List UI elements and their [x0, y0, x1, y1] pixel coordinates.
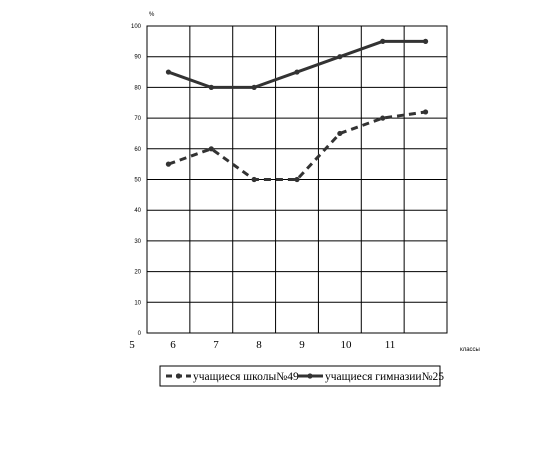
legend: учащиеся школы№49 учащиеся гимназии№25: [159, 365, 444, 387]
series-line: [167, 110, 426, 181]
y-tick-label: 60: [134, 147, 141, 153]
data-point: [208, 84, 214, 90]
x-axis: 5 6 7 8 9 10 11: [129, 339, 395, 351]
y-tick-label: 100: [131, 24, 142, 30]
x-tick-label: 9: [299, 339, 305, 351]
series-layer: [165, 38, 429, 183]
data-point: [422, 109, 429, 115]
legend-label: учащиеся гимназии№25: [325, 371, 444, 383]
y-tick-label: 30: [134, 239, 141, 245]
x-axis-label: классы: [460, 347, 480, 353]
data-point: [337, 130, 343, 137]
data-point: [251, 84, 257, 90]
x-tick-label: 8: [256, 339, 262, 351]
x-tick-label: 5: [129, 339, 135, 351]
y-tick-label: 20: [134, 270, 141, 276]
chart-grid: [146, 25, 448, 334]
y-tick-label: 70: [134, 116, 141, 122]
y-tick-label: 0: [138, 331, 142, 337]
data-point: [380, 38, 386, 44]
y-tick-label: 40: [134, 208, 141, 214]
data-point: [294, 69, 300, 75]
x-tick-label: 7: [213, 339, 219, 351]
data-point: [165, 69, 172, 75]
x-tick-label: 6: [170, 339, 176, 351]
legend-marker: [307, 373, 313, 379]
data-point: [165, 161, 172, 167]
data-point: [337, 54, 343, 60]
x-tick-label: 11: [385, 339, 396, 351]
y-axis: 0 10 20 30 40 50 60 70 80 90 100: [131, 24, 142, 337]
y-tick-label: 50: [134, 178, 141, 184]
x-tick-label: 10: [341, 339, 353, 351]
legend-label: учащиеся школы№49: [193, 371, 299, 383]
series-line: [167, 39, 426, 89]
data-point: [380, 115, 386, 121]
data-point: [208, 146, 214, 152]
y-tick-label: 80: [134, 85, 141, 91]
y-axis-label: %: [149, 12, 155, 18]
y-tick-label: 10: [134, 300, 141, 306]
legend-marker: [175, 373, 182, 379]
data-point: [294, 176, 300, 183]
data-point: [251, 176, 257, 183]
data-point: [422, 38, 429, 44]
y-tick-label: 90: [134, 55, 141, 61]
